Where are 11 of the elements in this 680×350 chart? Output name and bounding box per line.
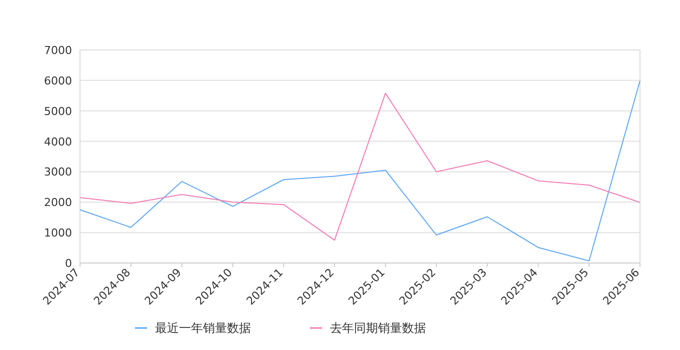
legend-label: 去年同期销量数据	[330, 321, 426, 335]
y-tick-label: 4000	[44, 135, 72, 148]
legend-label: 最近一年销量数据	[155, 321, 251, 335]
y-tick-label: 2000	[44, 196, 72, 210]
line-series	[80, 92, 640, 241]
y-tick-label: 5000	[44, 104, 72, 118]
y-tick-label: 6000	[44, 74, 72, 88]
y-tick-label: 7000	[44, 44, 72, 57]
y-tick-label: 0	[65, 257, 72, 270]
y-tick-label: 3000	[44, 166, 72, 179]
y-tick-label: 1000	[44, 226, 72, 240]
